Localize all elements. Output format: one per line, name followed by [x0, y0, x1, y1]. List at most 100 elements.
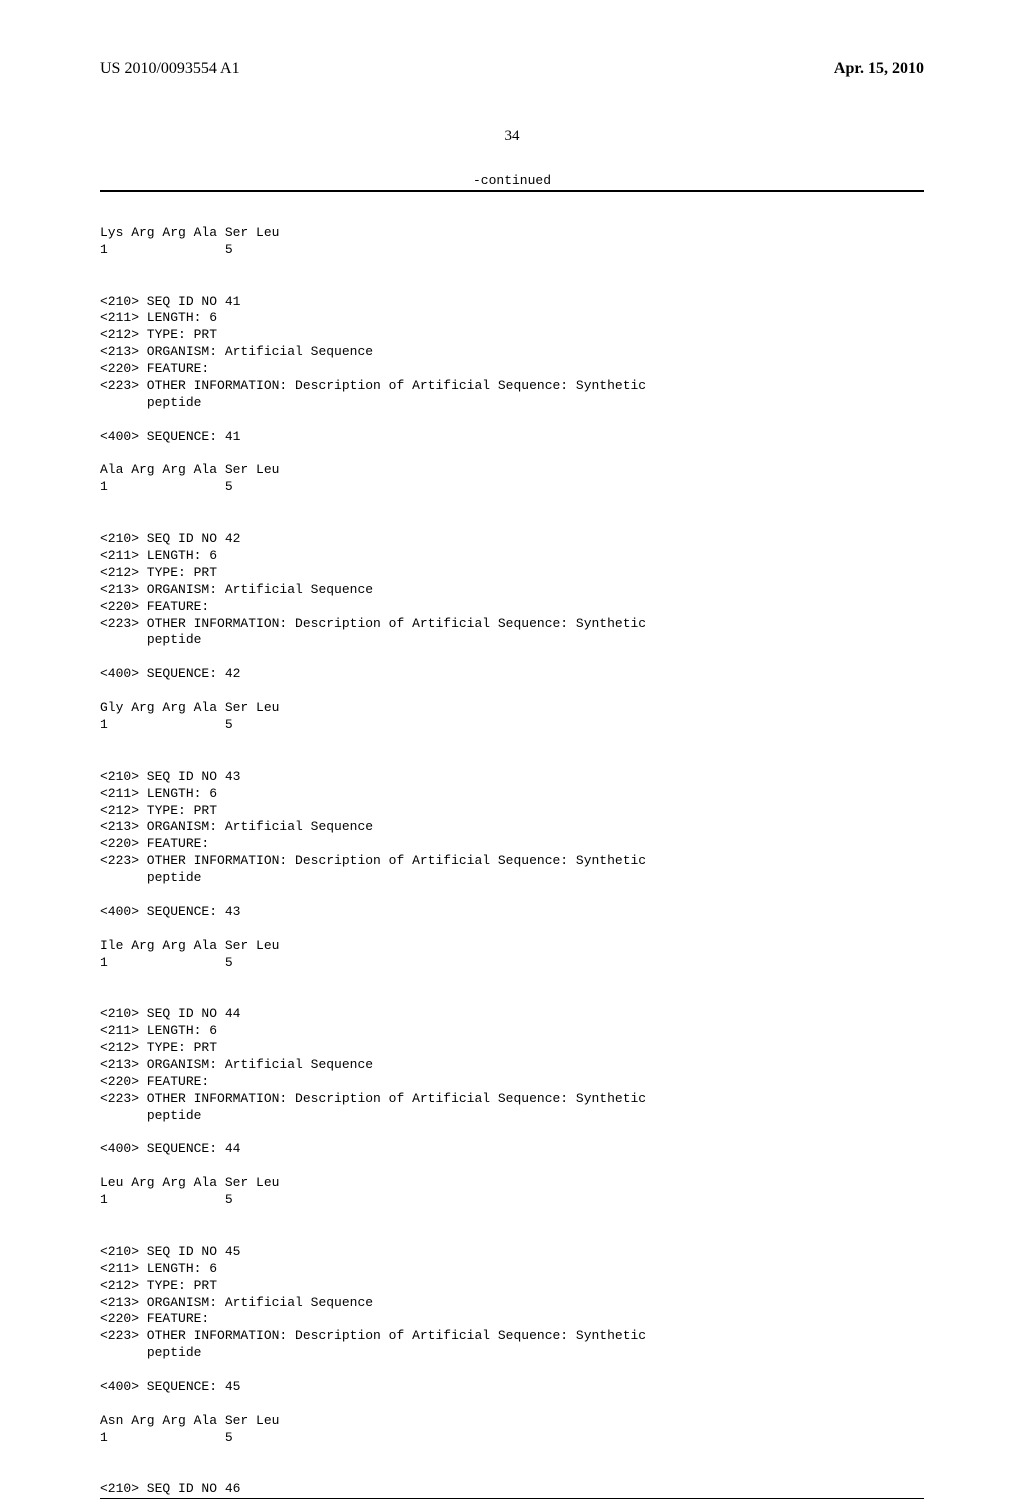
value: Artificial Sequence — [225, 1295, 373, 1310]
label: <400> SEQUENCE: — [100, 429, 225, 444]
publication-date: Apr. 15, 2010 — [834, 60, 924, 78]
label: <213> ORGANISM: — [100, 582, 225, 597]
positions: 1 5 — [100, 479, 233, 494]
indent — [100, 1108, 147, 1123]
other-info-line2: peptide — [100, 1345, 201, 1360]
label: <213> ORGANISM: — [100, 344, 225, 359]
label: <213> ORGANISM: — [100, 1057, 225, 1072]
page-number: 34 — [100, 128, 924, 145]
other-info-line: <223> OTHER INFORMATION: Description of … — [100, 1328, 646, 1343]
label: <211> LENGTH: — [100, 786, 209, 801]
indent — [100, 1345, 147, 1360]
sequence-block: <210> SEQ ID NO 42 <211> LENGTH: 6 <212>… — [100, 531, 924, 734]
label: <223> OTHER INFORMATION: — [100, 1091, 295, 1106]
label: <212> TYPE: — [100, 1040, 194, 1055]
sequence-block: <210> SEQ ID NO 44 <211> LENGTH: 6 <212>… — [100, 1006, 924, 1209]
label: <400> SEQUENCE: — [100, 666, 225, 681]
value: 42 — [225, 666, 241, 681]
positions: 1 5 — [100, 1192, 233, 1207]
seq-id-line: <210> SEQ ID NO 43 — [100, 769, 240, 784]
residues: Gly Arg Arg Ala Ser Leu — [100, 700, 279, 715]
type-line: <212> TYPE: PRT — [100, 327, 217, 342]
sequence-line: <400> SEQUENCE: 41 — [100, 429, 240, 444]
organism-line: <213> ORGANISM: Artificial Sequence — [100, 819, 373, 834]
page-header: US 2010/0093554 A1 Apr. 15, 2010 — [100, 60, 924, 78]
feature-line: <220> FEATURE: — [100, 1311, 209, 1326]
length-line: <211> LENGTH: 6 — [100, 1023, 217, 1038]
type-line: <212> TYPE: PRT — [100, 565, 217, 580]
value: 44 — [225, 1006, 241, 1021]
other-info-line: <223> OTHER INFORMATION: Description of … — [100, 378, 646, 393]
label: <212> TYPE: — [100, 1278, 194, 1293]
label: <213> ORGANISM: — [100, 819, 225, 834]
value: 6 — [209, 1023, 217, 1038]
value: Description of Artificial Sequence: Synt… — [295, 853, 646, 868]
label: <210> SEQ ID NO — [100, 531, 225, 546]
residues: Asn Arg Arg Ala Ser Leu — [100, 1413, 279, 1428]
label: <223> OTHER INFORMATION: — [100, 1328, 295, 1343]
organism-line: <213> ORGANISM: Artificial Sequence — [100, 582, 373, 597]
other-info-line: <223> OTHER INFORMATION: Description of … — [100, 616, 646, 631]
label: <223> OTHER INFORMATION: — [100, 378, 295, 393]
other-info-line: <223> OTHER INFORMATION: Description of … — [100, 853, 646, 868]
value: Description of Artificial Sequence: Synt… — [295, 378, 646, 393]
label: <400> SEQUENCE: — [100, 1141, 225, 1156]
residues: Lys Arg Arg Ala Ser Leu — [100, 225, 279, 240]
value: 6 — [209, 786, 217, 801]
positions: 1 5 — [100, 955, 233, 970]
value: peptide — [147, 632, 202, 647]
sequence-line: <400> SEQUENCE: 43 — [100, 904, 240, 919]
label: <210> SEQ ID NO — [100, 1006, 225, 1021]
value: peptide — [147, 870, 202, 885]
sequence-block: <210> SEQ ID NO 41 <211> LENGTH: 6 <212>… — [100, 294, 924, 497]
indent — [100, 632, 147, 647]
sequence-line: <400> SEQUENCE: 44 — [100, 1141, 240, 1156]
sequence-block: <210> SEQ ID NO 43 <211> LENGTH: 6 <212>… — [100, 769, 924, 972]
rule-top — [100, 190, 924, 192]
sequence-block: <210> SEQ ID NO 45 <211> LENGTH: 6 <212>… — [100, 1244, 924, 1447]
value: Description of Artificial Sequence: Synt… — [295, 1091, 646, 1106]
value: 45 — [225, 1244, 241, 1259]
value: 41 — [225, 429, 241, 444]
label: <212> TYPE: — [100, 327, 194, 342]
residues: Ala Arg Arg Ala Ser Leu — [100, 462, 279, 477]
value: 42 — [225, 531, 241, 546]
feature-line: <220> FEATURE: — [100, 1074, 209, 1089]
indent — [100, 870, 147, 885]
other-info-line2: peptide — [100, 1108, 201, 1123]
other-info-line2: peptide — [100, 870, 201, 885]
value: PRT — [194, 1040, 217, 1055]
value: Description of Artificial Sequence: Synt… — [295, 616, 646, 631]
feature-line: <220> FEATURE: — [100, 599, 209, 614]
seq-id-line: <210> SEQ ID NO 42 — [100, 531, 240, 546]
value: 6 — [209, 310, 217, 325]
other-info-line2: peptide — [100, 632, 201, 647]
value: peptide — [147, 395, 202, 410]
value: PRT — [194, 565, 217, 580]
type-line: <212> TYPE: PRT — [100, 1040, 217, 1055]
type-line: <212> TYPE: PRT — [100, 1278, 217, 1293]
label: <213> ORGANISM: — [100, 1295, 225, 1310]
label: <210> SEQ ID NO — [100, 1244, 225, 1259]
label: <400> SEQUENCE: — [100, 904, 225, 919]
seq-id-line: <210> SEQ ID NO 44 — [100, 1006, 240, 1021]
label: <210> SEQ ID NO — [100, 769, 225, 784]
value: 45 — [225, 1379, 241, 1394]
value: 43 — [225, 904, 241, 919]
label: <223> OTHER INFORMATION: — [100, 616, 295, 631]
label: <211> LENGTH: — [100, 310, 209, 325]
sequence-listing: Lys Arg Arg Ala Ser Leu 1 5 <210> SEQ ID… — [100, 208, 924, 1498]
label: <211> LENGTH: — [100, 1261, 209, 1276]
value: Artificial Sequence — [225, 344, 373, 359]
label: <212> TYPE: — [100, 565, 194, 580]
organism-line: <213> ORGANISM: Artificial Sequence — [100, 1295, 373, 1310]
seq-id-line: <210> SEQ ID NO 45 — [100, 1244, 240, 1259]
value: PRT — [194, 803, 217, 818]
residues: Leu Arg Arg Ala Ser Leu — [100, 1175, 279, 1190]
type-line: <212> TYPE: PRT — [100, 803, 217, 818]
feature-line: <220> FEATURE: — [100, 361, 209, 376]
feature-line: <220> FEATURE: — [100, 836, 209, 851]
organism-line: <213> ORGANISM: Artificial Sequence — [100, 1057, 373, 1072]
other-info-line: <223> OTHER INFORMATION: Description of … — [100, 1091, 646, 1106]
value: 6 — [209, 548, 217, 563]
